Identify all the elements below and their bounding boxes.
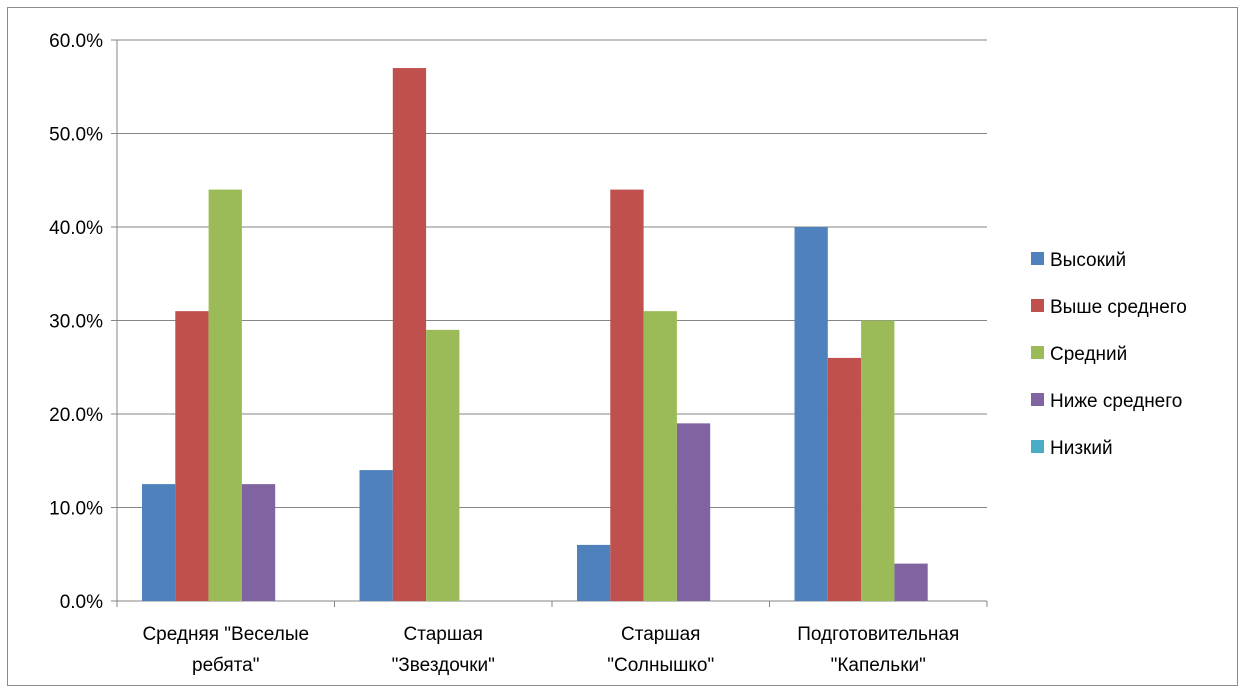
- x-category-label: Старшая: [621, 624, 700, 645]
- bar: [676, 423, 711, 601]
- y-tick-label: 30.0%: [49, 312, 103, 333]
- bar: [392, 68, 427, 602]
- y-tick-label: 10.0%: [49, 499, 103, 520]
- y-tick-label: 60.0%: [49, 31, 103, 52]
- bar: [794, 227, 828, 601]
- bar: [359, 470, 393, 601]
- y-tick-label: 20.0%: [49, 405, 103, 426]
- bar: [643, 311, 677, 601]
- legend-swatch: [1031, 299, 1044, 312]
- y-tick-label: 40.0%: [49, 218, 103, 239]
- x-category-label: "Звездочки": [392, 655, 495, 676]
- legend-item-label: Высокий: [1050, 250, 1126, 271]
- legend-swatch: [1031, 252, 1044, 265]
- legend-item-label: Низкий: [1050, 438, 1113, 459]
- bar: [577, 544, 611, 601]
- legend-swatch: [1031, 346, 1044, 359]
- legend-item-label: Ниже среднего: [1050, 391, 1182, 412]
- legend-item-label: Средний: [1050, 344, 1127, 365]
- bar: [861, 320, 895, 601]
- y-tick-label: 50.0%: [49, 125, 103, 146]
- x-category-label: Средняя "Веселые: [142, 624, 309, 645]
- legend-swatch: [1031, 440, 1044, 453]
- y-tick-label: 0.0%: [60, 592, 103, 613]
- bar: [241, 484, 276, 601]
- bar: [175, 311, 209, 601]
- x-category-label: ребята": [192, 655, 259, 676]
- bar: [610, 189, 644, 601]
- bar: [827, 357, 862, 601]
- x-category-label: Подготовительная: [797, 624, 959, 645]
- legend-item-label: Выше среднего: [1050, 297, 1187, 318]
- x-category-label: Старшая: [404, 624, 483, 645]
- bar: [142, 484, 176, 601]
- x-category-label: "Солнышко": [607, 655, 714, 676]
- bar: [894, 563, 928, 601]
- bar: [426, 329, 460, 601]
- legend-swatch: [1031, 393, 1044, 406]
- x-category-label: "Капельки": [831, 655, 926, 676]
- bar: [208, 189, 242, 601]
